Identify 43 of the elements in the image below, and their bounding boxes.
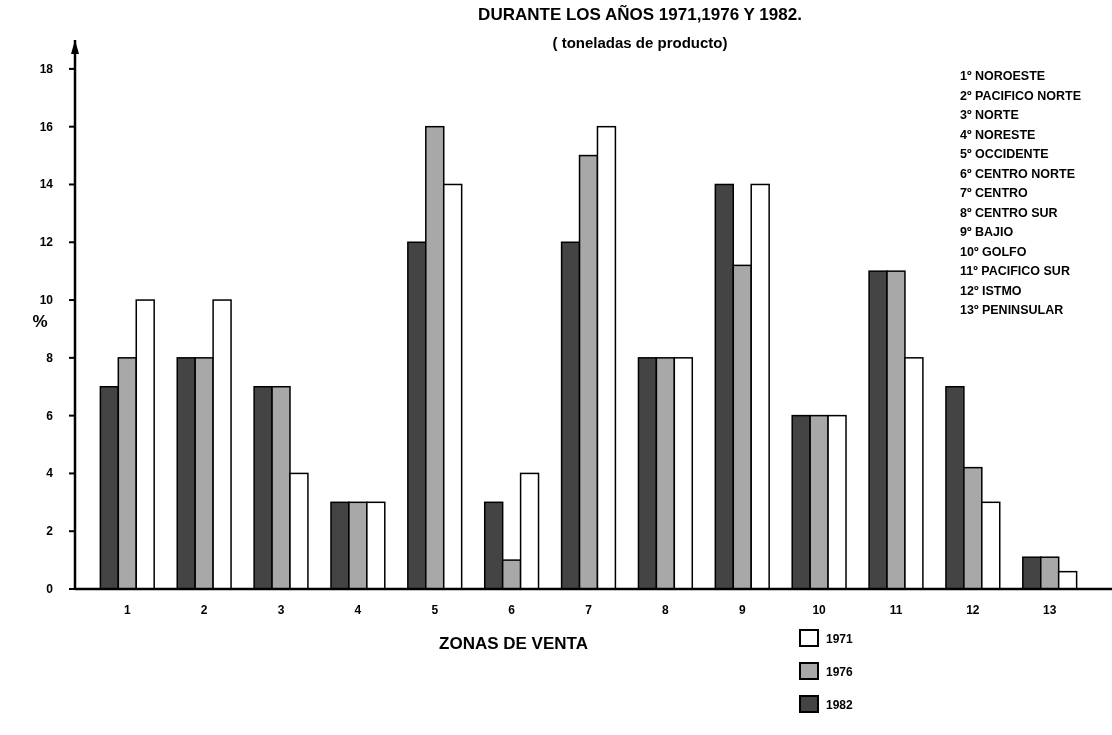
y-tick-label: 0 bbox=[46, 582, 54, 596]
x-axis-title: ZONAS DE VENTA bbox=[439, 634, 588, 653]
x-tick-label: 9 bbox=[738, 603, 746, 617]
y-tick-label: 6 bbox=[46, 408, 54, 423]
x-tick-label: 12 bbox=[966, 603, 980, 617]
legend-label: 1971 bbox=[826, 632, 854, 646]
x-tick-label: 13 bbox=[1043, 603, 1057, 617]
x-tick-label: 10 bbox=[812, 603, 827, 617]
y-tick-label: 2 bbox=[46, 524, 54, 539]
x-tick-label: 11 bbox=[889, 603, 903, 617]
y-tick-label: 8 bbox=[46, 350, 54, 365]
annotation: 2º PACIFICO NORTE bbox=[960, 88, 1082, 103]
annotation: 1º NOROESTE bbox=[960, 69, 1046, 83]
chart-subtitle: ( toneladas de producto) bbox=[552, 34, 728, 51]
y-tick-label: 16 bbox=[39, 119, 54, 134]
x-tick-label: 5 bbox=[431, 603, 439, 617]
annotation: 7º CENTRO bbox=[960, 186, 1029, 200]
annotation: 13º PENINSULAR bbox=[960, 303, 1064, 317]
x-tick-label: 3 bbox=[277, 603, 285, 617]
y-tick-label: 4 bbox=[46, 466, 54, 481]
annotation: 8º CENTRO SUR bbox=[960, 205, 1058, 220]
legend-label: 1976 bbox=[826, 665, 854, 679]
annotation: 12º ISTMO bbox=[960, 283, 1022, 298]
annotation: 11º PACIFICO SUR bbox=[960, 264, 1070, 278]
y-tick-label: 10 bbox=[39, 293, 54, 308]
y-axis-title: % bbox=[32, 311, 48, 331]
x-tick-label: 8 bbox=[662, 603, 670, 617]
legend-label: 1982 bbox=[826, 698, 854, 712]
x-tick-label: 7 bbox=[585, 603, 593, 617]
x-tick-label: 6 bbox=[508, 603, 516, 617]
annotation: 5º OCCIDENTE bbox=[960, 147, 1049, 161]
x-tick-label: 2 bbox=[200, 603, 208, 617]
y-tick-label: 14 bbox=[39, 177, 54, 192]
annotation: 4º NORESTE bbox=[960, 127, 1036, 142]
chart-title: DURANTE LOS AÑOS 1971,1976 Y 1982. bbox=[478, 4, 802, 24]
annotation: 6º CENTRO NORTE bbox=[960, 166, 1075, 181]
annotation: 3º NORTE bbox=[960, 108, 1019, 122]
x-tick-label: 1 bbox=[123, 603, 131, 617]
annotation: 10º GOLFO bbox=[960, 244, 1027, 259]
y-tick-label: 18 bbox=[39, 61, 54, 76]
x-tick-label: 4 bbox=[354, 603, 362, 617]
annotation: 9º BAJIO bbox=[960, 225, 1014, 239]
y-tick-label: 12 bbox=[39, 235, 54, 250]
